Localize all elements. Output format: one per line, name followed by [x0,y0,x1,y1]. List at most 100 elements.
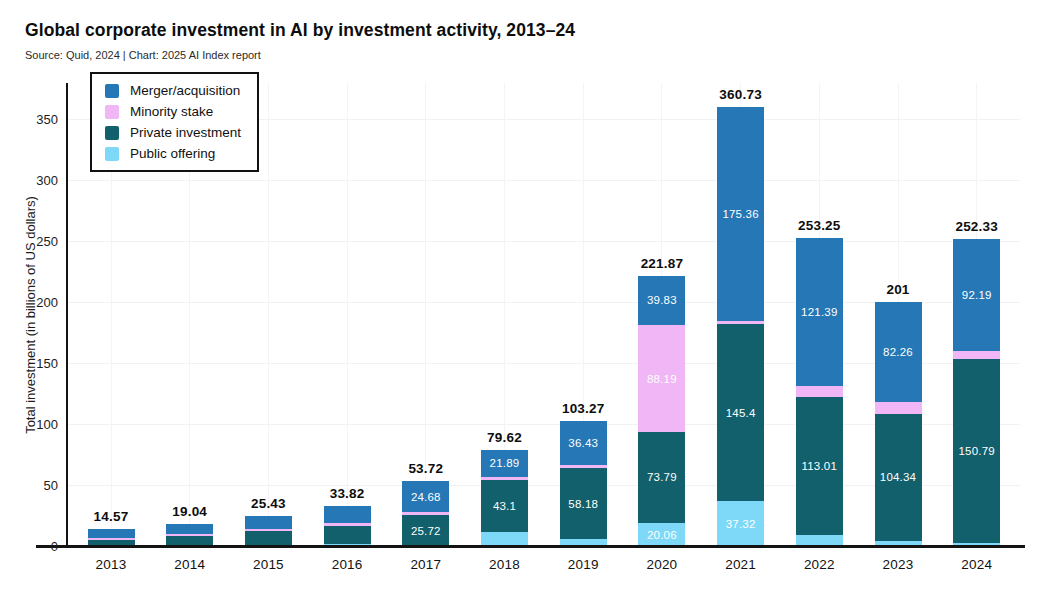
segment-minority-2014 [166,534,213,536]
chart-canvas: Global corporate investment in AI by inv… [0,0,1055,591]
segment-minority-2017 [402,512,449,515]
legend-label-public: Public offering [130,146,215,161]
bar-2016 [324,506,371,547]
bar-total-label-2016: 33.82 [302,486,392,501]
gridline-h-300 [67,180,1020,181]
legend-swatch-private-icon [105,126,119,140]
legend-item-public: Public offering [105,146,241,161]
x-tick-2016: 2016 [307,557,387,572]
x-tick-2017: 2017 [386,557,466,572]
segment-private-2021: 145.4 [717,324,764,502]
x-tick-2018: 2018 [465,557,545,572]
bar-total-label-2019: 103.27 [538,401,628,416]
gridline-h-250 [67,241,1020,242]
bar-2024: 150.79 92.19 [953,239,1000,547]
segment-merger-2013 [88,529,135,537]
gridline-v-2017 [425,83,426,547]
segment-merger-2016 [324,506,371,523]
bar-total-label-2020: 221.87 [617,256,707,271]
segment-value-label: 39.83 [638,294,685,306]
segment-private-2019: 58.18 [560,468,607,539]
bar-total-label-2021: 360.73 [696,87,786,102]
segment-value-label: 58.18 [560,498,607,510]
segment-minority-2020: 88.19 [638,325,685,433]
segment-minority-2024 [953,351,1000,358]
segment-public-2021: 37.32 [717,501,764,547]
y-tick-350: 350 [14,112,58,128]
x-tick-2014: 2014 [150,557,230,572]
segment-private-2024: 150.79 [953,359,1000,543]
segment-value-label: 25.72 [402,525,449,537]
segment-minority-2018 [481,477,528,480]
y-tick-300: 300 [14,173,58,189]
segment-value-label: 82.26 [875,346,922,358]
segment-private-2014 [166,536,213,545]
gridline-v-2016 [347,83,348,547]
segment-merger-2015 [245,516,292,529]
y-tick-0: 0 [14,539,58,555]
segment-private-2016 [324,526,371,544]
segment-merger-2021: 175.36 [717,107,764,321]
x-tick-2020: 2020 [622,557,702,572]
x-tick-2013: 2013 [71,557,151,572]
bar-total-label-2014: 19.04 [145,504,235,519]
bar-2018: 43.1 21.89 [481,450,528,547]
segment-value-label: 104.34 [875,471,922,483]
segment-merger-2020: 39.83 [638,276,685,325]
segment-value-label: 88.19 [638,373,685,385]
legend-label-private: Private investment [130,125,241,140]
segment-value-label: 113.01 [796,460,843,472]
segment-merger-2014 [166,524,213,534]
segment-merger-2024: 92.19 [953,239,1000,352]
legend-item-private: Private investment [105,125,241,140]
x-tick-2024: 2024 [937,557,1017,572]
bar-total-label-2013: 14.57 [66,509,156,524]
segment-value-label: 92.19 [953,289,1000,301]
chart-title: Global corporate investment in AI by inv… [25,20,575,41]
bar-2022: 113.01 121.39 [796,238,843,547]
legend-swatch-public-icon [105,147,119,161]
segment-private-2017: 25.72 [402,515,449,546]
segment-private-2020: 73.79 [638,432,685,522]
segment-minority-2019 [560,465,607,468]
segment-minority-2022 [796,386,843,397]
legend-label-minority: Minority stake [130,104,213,119]
y-tick-50: 50 [14,478,58,494]
segment-merger-2023: 82.26 [875,302,922,402]
segment-value-label: 43.1 [481,500,528,512]
segment-value-label: 121.39 [796,306,843,318]
x-axis-line [36,545,1025,548]
segment-value-label: 20.06 [638,529,685,541]
segment-private-2023: 104.34 [875,414,922,541]
bar-2021: 37.32 145.4 175.36 [717,107,764,547]
segment-value-label: 21.89 [481,457,528,469]
bar-2020: 20.06 73.79 88.19 39.83 [638,276,685,547]
bar-total-label-2024: 252.33 [932,219,1022,234]
segment-value-label: 24.68 [402,491,449,503]
bar-2015 [245,516,292,547]
segment-private-2018: 43.1 [481,480,528,533]
segment-minority-2023 [875,402,922,414]
legend: Merger/acquisition Minority stake Private … [90,72,259,172]
segment-minority-2015 [245,529,292,531]
segment-value-label: 145.4 [717,407,764,419]
segment-merger-2017: 24.68 [402,481,449,511]
segment-merger-2018: 21.89 [481,450,528,477]
x-tick-2023: 2023 [858,557,938,572]
segment-public-2020: 20.06 [638,523,685,547]
legend-item-merger: Merger/acquisition [105,83,241,98]
chart-source-line: Source: Quid, 2024 | Chart: 2025 AI Inde… [25,49,261,61]
bar-2017: 25.72 24.68 [402,481,449,547]
segment-value-label: 73.79 [638,471,685,483]
bar-2014 [166,524,213,547]
y-tick-250: 250 [14,234,58,250]
y-tick-100: 100 [14,417,58,433]
legend-swatch-merger-icon [105,84,119,98]
legend-item-minority: Minority stake [105,104,241,119]
segment-value-label: 150.79 [953,445,1000,457]
x-tick-2015: 2015 [228,557,308,572]
segment-private-2015 [245,531,292,544]
segment-minority-2016 [324,523,371,526]
y-axis-title: Total investment (in billions of US doll… [23,196,38,434]
segment-merger-2019: 36.43 [560,421,607,465]
